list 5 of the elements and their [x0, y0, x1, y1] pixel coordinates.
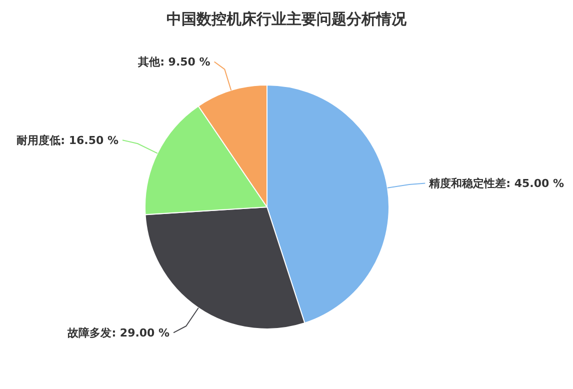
slice-label: 其他: 9.50 %	[137, 56, 210, 69]
slice-label: 故障多发: 29.00 %	[66, 326, 170, 340]
chart-title: 中国数控机床行业主要问题分析情况	[166, 10, 408, 28]
slice-label: 耐用度低: 16.50 %	[16, 134, 118, 147]
slice-label: 精度和稳定性差: 45.00 %	[428, 177, 564, 190]
